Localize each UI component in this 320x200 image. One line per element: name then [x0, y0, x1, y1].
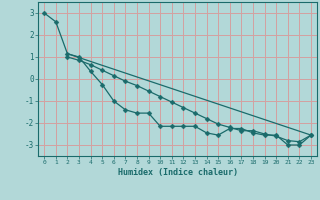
X-axis label: Humidex (Indice chaleur): Humidex (Indice chaleur): [118, 168, 238, 177]
